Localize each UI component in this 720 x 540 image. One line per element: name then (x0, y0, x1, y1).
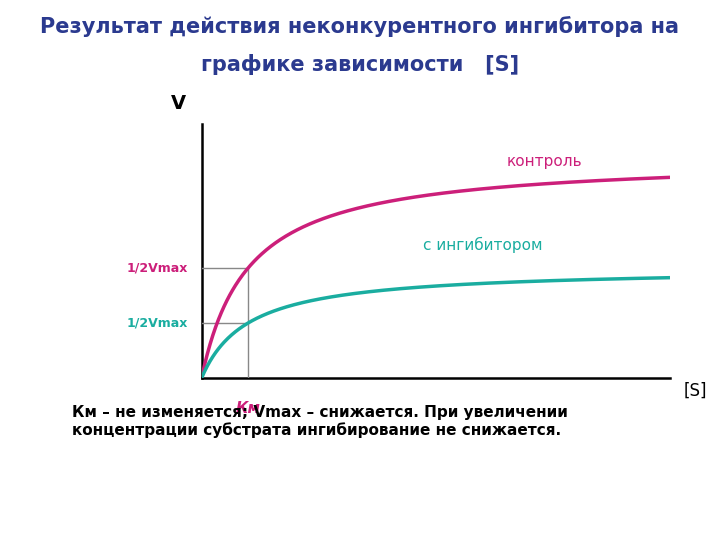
Text: 1/2Vmax: 1/2Vmax (126, 261, 188, 274)
Text: с ингибитором: с ингибитором (423, 237, 542, 253)
Text: Км: Км (236, 401, 261, 416)
Text: V: V (171, 94, 186, 113)
Text: контроль: контроль (507, 153, 582, 168)
Text: графике зависимости   [S]: графике зависимости [S] (201, 54, 519, 75)
Text: 1/2Vmax: 1/2Vmax (126, 316, 188, 329)
Text: [S]: [S] (684, 382, 707, 400)
Text: Км – не изменяется; Vmax – снижается. При увеличении
концентрации субстрата инги: Км – не изменяется; Vmax – снижается. Пр… (72, 405, 568, 438)
Text: Результат действия неконкурентного ингибитора на: Результат действия неконкурентного ингиб… (40, 16, 680, 37)
